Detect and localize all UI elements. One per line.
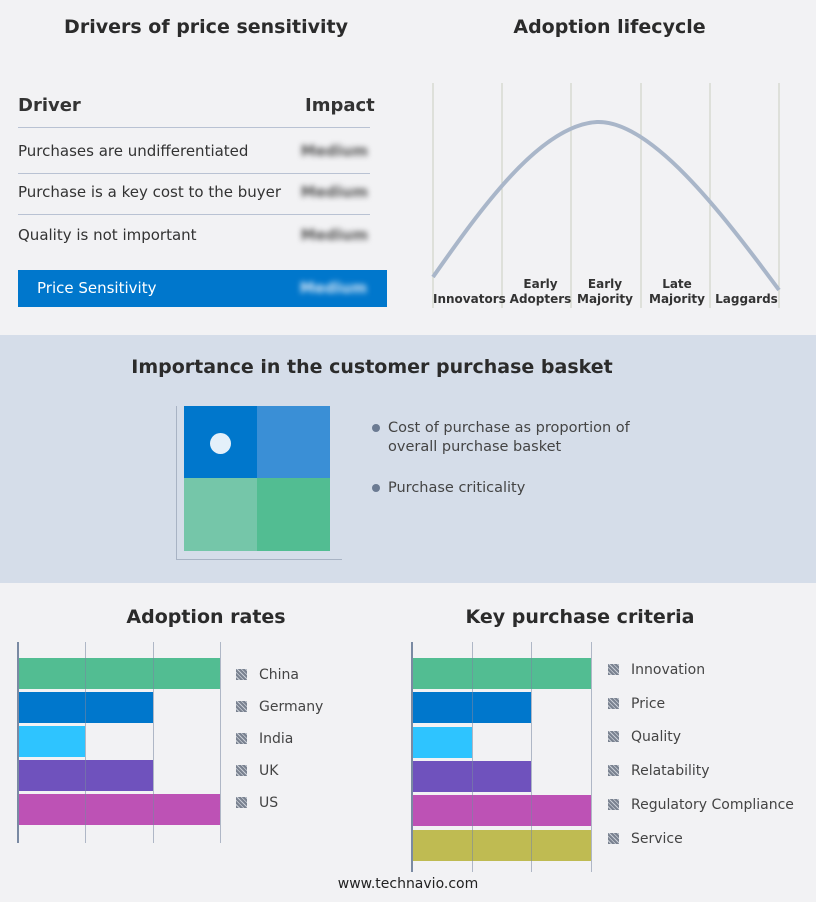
driver-row: Purchases are undifferentiated Medium [18,131,370,174]
legend-text: Cost of purchase as proportion of overal… [388,420,630,455]
axis-line [411,642,413,872]
matrix-quadrant [184,478,257,551]
legend-label: Quality [631,729,682,746]
bar [412,658,591,689]
gridline [471,642,473,872]
legend-swatch-icon [608,697,619,709]
bullet-icon [372,424,380,432]
matrix-quadrant [257,406,330,478]
legend-label: Regulatory Compliance [631,796,794,813]
legend-swatch-icon [608,731,619,743]
price-sensitivity-summary: Price Sensitivity Medium [18,270,387,307]
gridline [591,642,592,872]
gridline [220,642,221,843]
legend-item: Price [608,696,665,712]
legend-label: Relatability [631,763,710,780]
legend-label: Innovation [631,662,706,678]
legend-item: Quality [608,729,681,745]
bar [412,795,591,827]
gridline [531,642,533,872]
legend-swatch-icon [608,832,619,844]
stage-label: Early Majority [577,277,633,306]
divider [18,127,370,128]
basket-legend-item: Purchase criticality [372,479,642,498]
legend-swatch-icon [608,798,619,810]
legend-text: Purchase criticality [388,480,526,496]
stage-label: Innovators [433,292,506,306]
basket-section [0,335,816,583]
legend-item: Service [608,831,683,847]
driver-label: Quality is not important [18,226,197,244]
legend-label: Germany [259,699,324,715]
legend-item: US [236,795,278,811]
driver-header: Driver [18,95,81,116]
impact-value: Medium [300,226,368,244]
legend-swatch-icon [236,669,247,680]
stage-label: Early Adopters [509,277,572,306]
gridline [85,642,87,843]
matrix-quadrant [257,478,330,551]
impact-header: Impact [305,95,375,116]
driver-label: Purchases are undifferentiated [18,142,249,160]
legend-swatch-icon [236,797,247,808]
bar [412,829,591,861]
impact-value: Medium [300,142,368,160]
summary-impact: Medium [299,279,367,297]
bar [18,794,220,825]
basket-legend-item: Cost of purchase as proportion of overal… [372,419,642,457]
legend-label: UK [259,763,279,779]
adoption-curve [431,119,781,292]
legend-item: Regulatory Compliance [608,797,794,813]
basket-title: Importance in the customer purchase bask… [131,356,613,378]
gridline [152,642,154,843]
legend-swatch-icon [236,765,247,776]
legend-item: UK [236,763,278,779]
legend-label: US [259,795,279,811]
summary-label: Price Sensitivity [37,279,157,297]
driver-row: Purchase is a key cost to the buyer Mediu… [18,172,370,215]
legend-swatch-icon [236,733,247,744]
legend-item: Innovation [608,662,705,678]
legend-item: China [236,667,299,683]
matrix-y-axis [176,406,177,560]
bar [18,726,86,757]
matrix-x-axis [176,559,342,560]
driver-row: Quality is not important Medium [18,215,370,258]
impact-value: Medium [300,183,368,201]
legend-swatch-icon [236,701,247,712]
stage-label: Laggards [715,292,778,306]
bar [412,726,472,758]
legend-swatch-icon [608,765,619,777]
legend-item: Germany [236,699,323,715]
legend-item: India [236,731,293,747]
legend-item: Relatability [608,763,710,779]
lifecycle-title: Adoption lifecycle [513,16,706,38]
purchase-criteria-title: Key purchase criteria [465,606,695,628]
drivers-title: Drivers of price sensitivity [64,16,348,38]
bar [18,658,220,689]
legend-label: Price [631,695,666,712]
lifecycle-curve-chart [431,83,781,308]
footer-url: www.technavio.com [337,876,479,892]
legend-label: Service [631,830,683,847]
position-marker [210,433,231,454]
adoption-rates-title: Adoption rates [126,606,286,628]
legend-swatch-icon [608,664,619,675]
axis-line [17,642,19,843]
stage-label: Late Majority [649,277,705,306]
bullet-icon [372,484,380,492]
legend-label: India [259,731,294,747]
legend-label: China [259,667,299,683]
driver-label: Purchase is a key cost to the buyer [18,183,282,201]
